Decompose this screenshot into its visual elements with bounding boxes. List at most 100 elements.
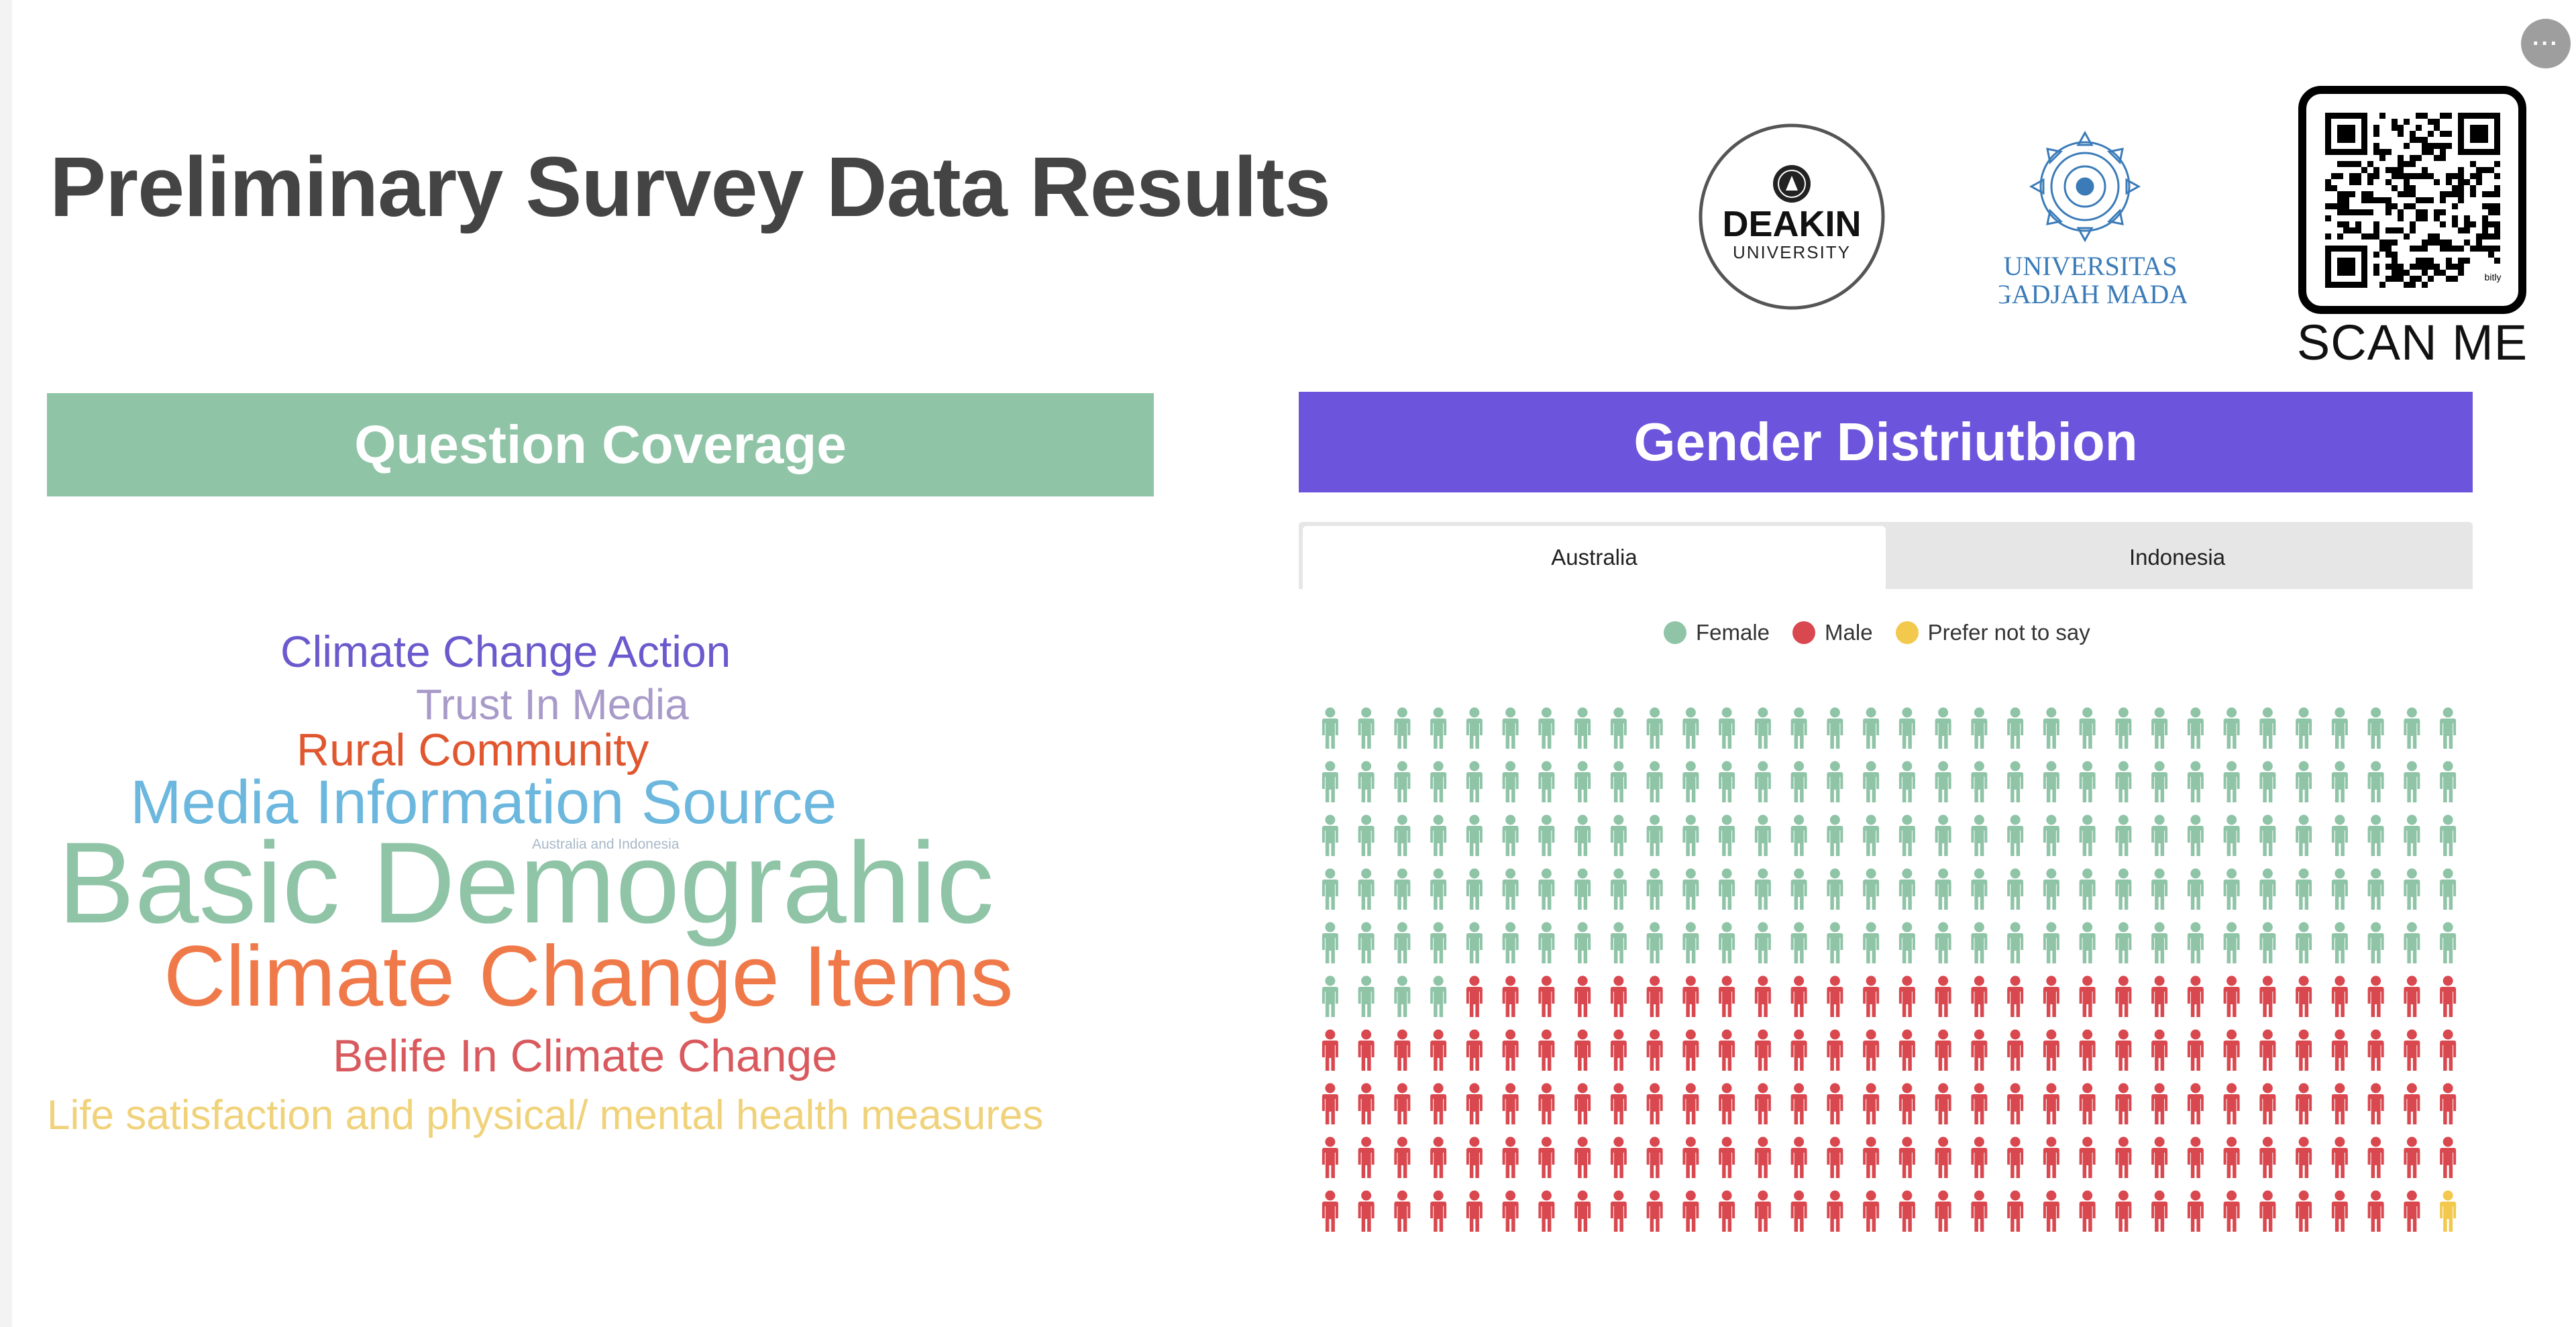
person-icon-female <box>2331 868 2348 910</box>
person-icon-female <box>1646 868 1663 910</box>
person-icon-female <box>1790 868 1807 910</box>
person-icon-female <box>2115 707 2132 749</box>
person-icon-male <box>1863 1190 1880 1232</box>
person-icon-female <box>1754 707 1771 749</box>
person-icon-male <box>1322 1136 1338 1178</box>
person-icon-male <box>2187 1083 2204 1124</box>
person-icon-female <box>1898 922 1915 963</box>
deakin-logo-line2: UNIVERSITY <box>1733 242 1851 262</box>
person-icon-female <box>2259 761 2276 802</box>
word-belief-in-climate-change: Belife In Climate Change <box>333 1030 838 1081</box>
person-icon-female <box>1466 868 1483 910</box>
person-icon-female <box>1574 868 1591 910</box>
person-icon-male <box>1610 1136 1627 1178</box>
person-icon-male <box>1466 1083 1483 1124</box>
person-icon-female <box>1574 814 1591 856</box>
person-icon-prefer-not-to-say <box>2440 1190 2457 1232</box>
person-icon-female <box>2259 707 2276 749</box>
person-icon-male <box>1898 1190 1915 1232</box>
person-icon-female <box>2187 922 2204 963</box>
person-icon-male <box>1322 1029 1338 1071</box>
person-icon-female <box>2043 922 2059 963</box>
person-icon-female <box>1610 707 1627 749</box>
person-icon-male <box>1574 1136 1591 1178</box>
person-icon-male <box>1935 1190 1951 1232</box>
person-icon-female <box>1610 868 1627 910</box>
person-icon-male <box>1971 975 1988 1017</box>
person-icon-female <box>1358 868 1375 910</box>
person-icon-female <box>1827 922 1843 963</box>
person-icon-female <box>2259 868 2276 910</box>
person-icon-female <box>2440 814 2457 856</box>
person-icon-female <box>1358 814 1375 856</box>
person-icon-male <box>2187 1190 2204 1232</box>
person-icon-male <box>1610 1083 1627 1124</box>
person-icon-female <box>2079 814 2096 856</box>
person-icon-female <box>2331 814 2348 856</box>
country-tabs: Australia Indonesia <box>1299 522 2473 589</box>
qr-brand-tag: bitly <box>2485 272 2502 282</box>
person-icon-male <box>1790 975 1807 1017</box>
person-icon-female <box>2296 814 2312 856</box>
legend-item-male[interactable]: Male <box>1792 620 1873 645</box>
person-icon-female <box>2440 707 2457 749</box>
person-icon-female <box>1935 814 1951 856</box>
person-icon-male <box>1466 975 1483 1017</box>
person-icon-male <box>2043 1029 2059 1071</box>
person-icon-female <box>2187 814 2204 856</box>
person-icon-female <box>1863 814 1880 856</box>
person-icon-female <box>1719 707 1735 749</box>
person-icon-male <box>1682 1190 1699 1232</box>
person-icon-male <box>1827 975 1843 1017</box>
person-icon-female <box>1394 975 1411 1017</box>
person-icon-male <box>2296 975 2312 1017</box>
person-icon-female <box>1394 814 1411 856</box>
person-icon-male <box>2404 1136 2420 1178</box>
person-icon-female <box>1430 814 1447 856</box>
person-icon-female <box>1538 922 1555 963</box>
legend-item-female[interactable]: Female <box>1664 620 1770 645</box>
person-icon-male <box>2223 1136 2240 1178</box>
person-icon-female <box>2151 814 2168 856</box>
legend-label-female: Female <box>1696 620 1770 645</box>
scan-me-caption: SCAN ME <box>2296 315 2528 370</box>
qr-code[interactable]: bitly <box>2298 86 2526 314</box>
person-icon-male <box>2259 975 2276 1017</box>
more-icon: ··· <box>2532 30 2559 56</box>
person-icon-male <box>2151 975 2168 1017</box>
person-icon-male <box>2259 1136 2276 1178</box>
person-icon-female <box>2223 707 2240 749</box>
person-icon-male <box>1574 975 1591 1017</box>
person-icon-male <box>1502 1190 1519 1232</box>
person-icon-female <box>2296 922 2312 963</box>
person-icon-female <box>2043 868 2059 910</box>
person-icon-male <box>1790 1190 1807 1232</box>
deakin-logo-line1: DEAKIN <box>1722 204 1861 244</box>
person-icon-female <box>1754 761 1771 802</box>
person-icon-female <box>2007 868 2024 910</box>
person-icon-male <box>1898 975 1915 1017</box>
person-icon-male <box>1754 1136 1771 1178</box>
person-icon-male <box>2007 1083 2024 1124</box>
person-icon-male <box>2404 1190 2420 1232</box>
person-icon-female <box>1358 761 1375 802</box>
more-options-button[interactable]: ··· <box>2521 19 2571 68</box>
person-icon-male <box>2043 1136 2059 1178</box>
tab-indonesia[interactable]: Indonesia <box>2129 545 2226 570</box>
person-icon-male <box>1466 1029 1483 1071</box>
person-icon-male <box>2079 1029 2096 1071</box>
person-icon-male <box>1502 1029 1519 1071</box>
legend-dot-prefer-not-to-say <box>1895 621 1919 644</box>
person-icon-female <box>1898 761 1915 802</box>
legend-item-prefer-not-to-say[interactable]: Prefer not to say <box>1895 620 2090 645</box>
person-icon-male <box>2007 1029 2024 1071</box>
person-icon-female <box>1322 707 1338 749</box>
person-icon-female <box>1538 761 1555 802</box>
tab-australia[interactable]: Australia <box>1303 526 1886 589</box>
person-icon-female <box>2440 868 2457 910</box>
person-icon-female <box>1682 707 1699 749</box>
ugm-logo: UNIVERSITAS GADJAH MADA <box>1992 127 2188 315</box>
person-icon-female <box>2404 761 2420 802</box>
person-icon-male <box>2404 1083 2420 1124</box>
person-icon-female <box>1719 868 1735 910</box>
